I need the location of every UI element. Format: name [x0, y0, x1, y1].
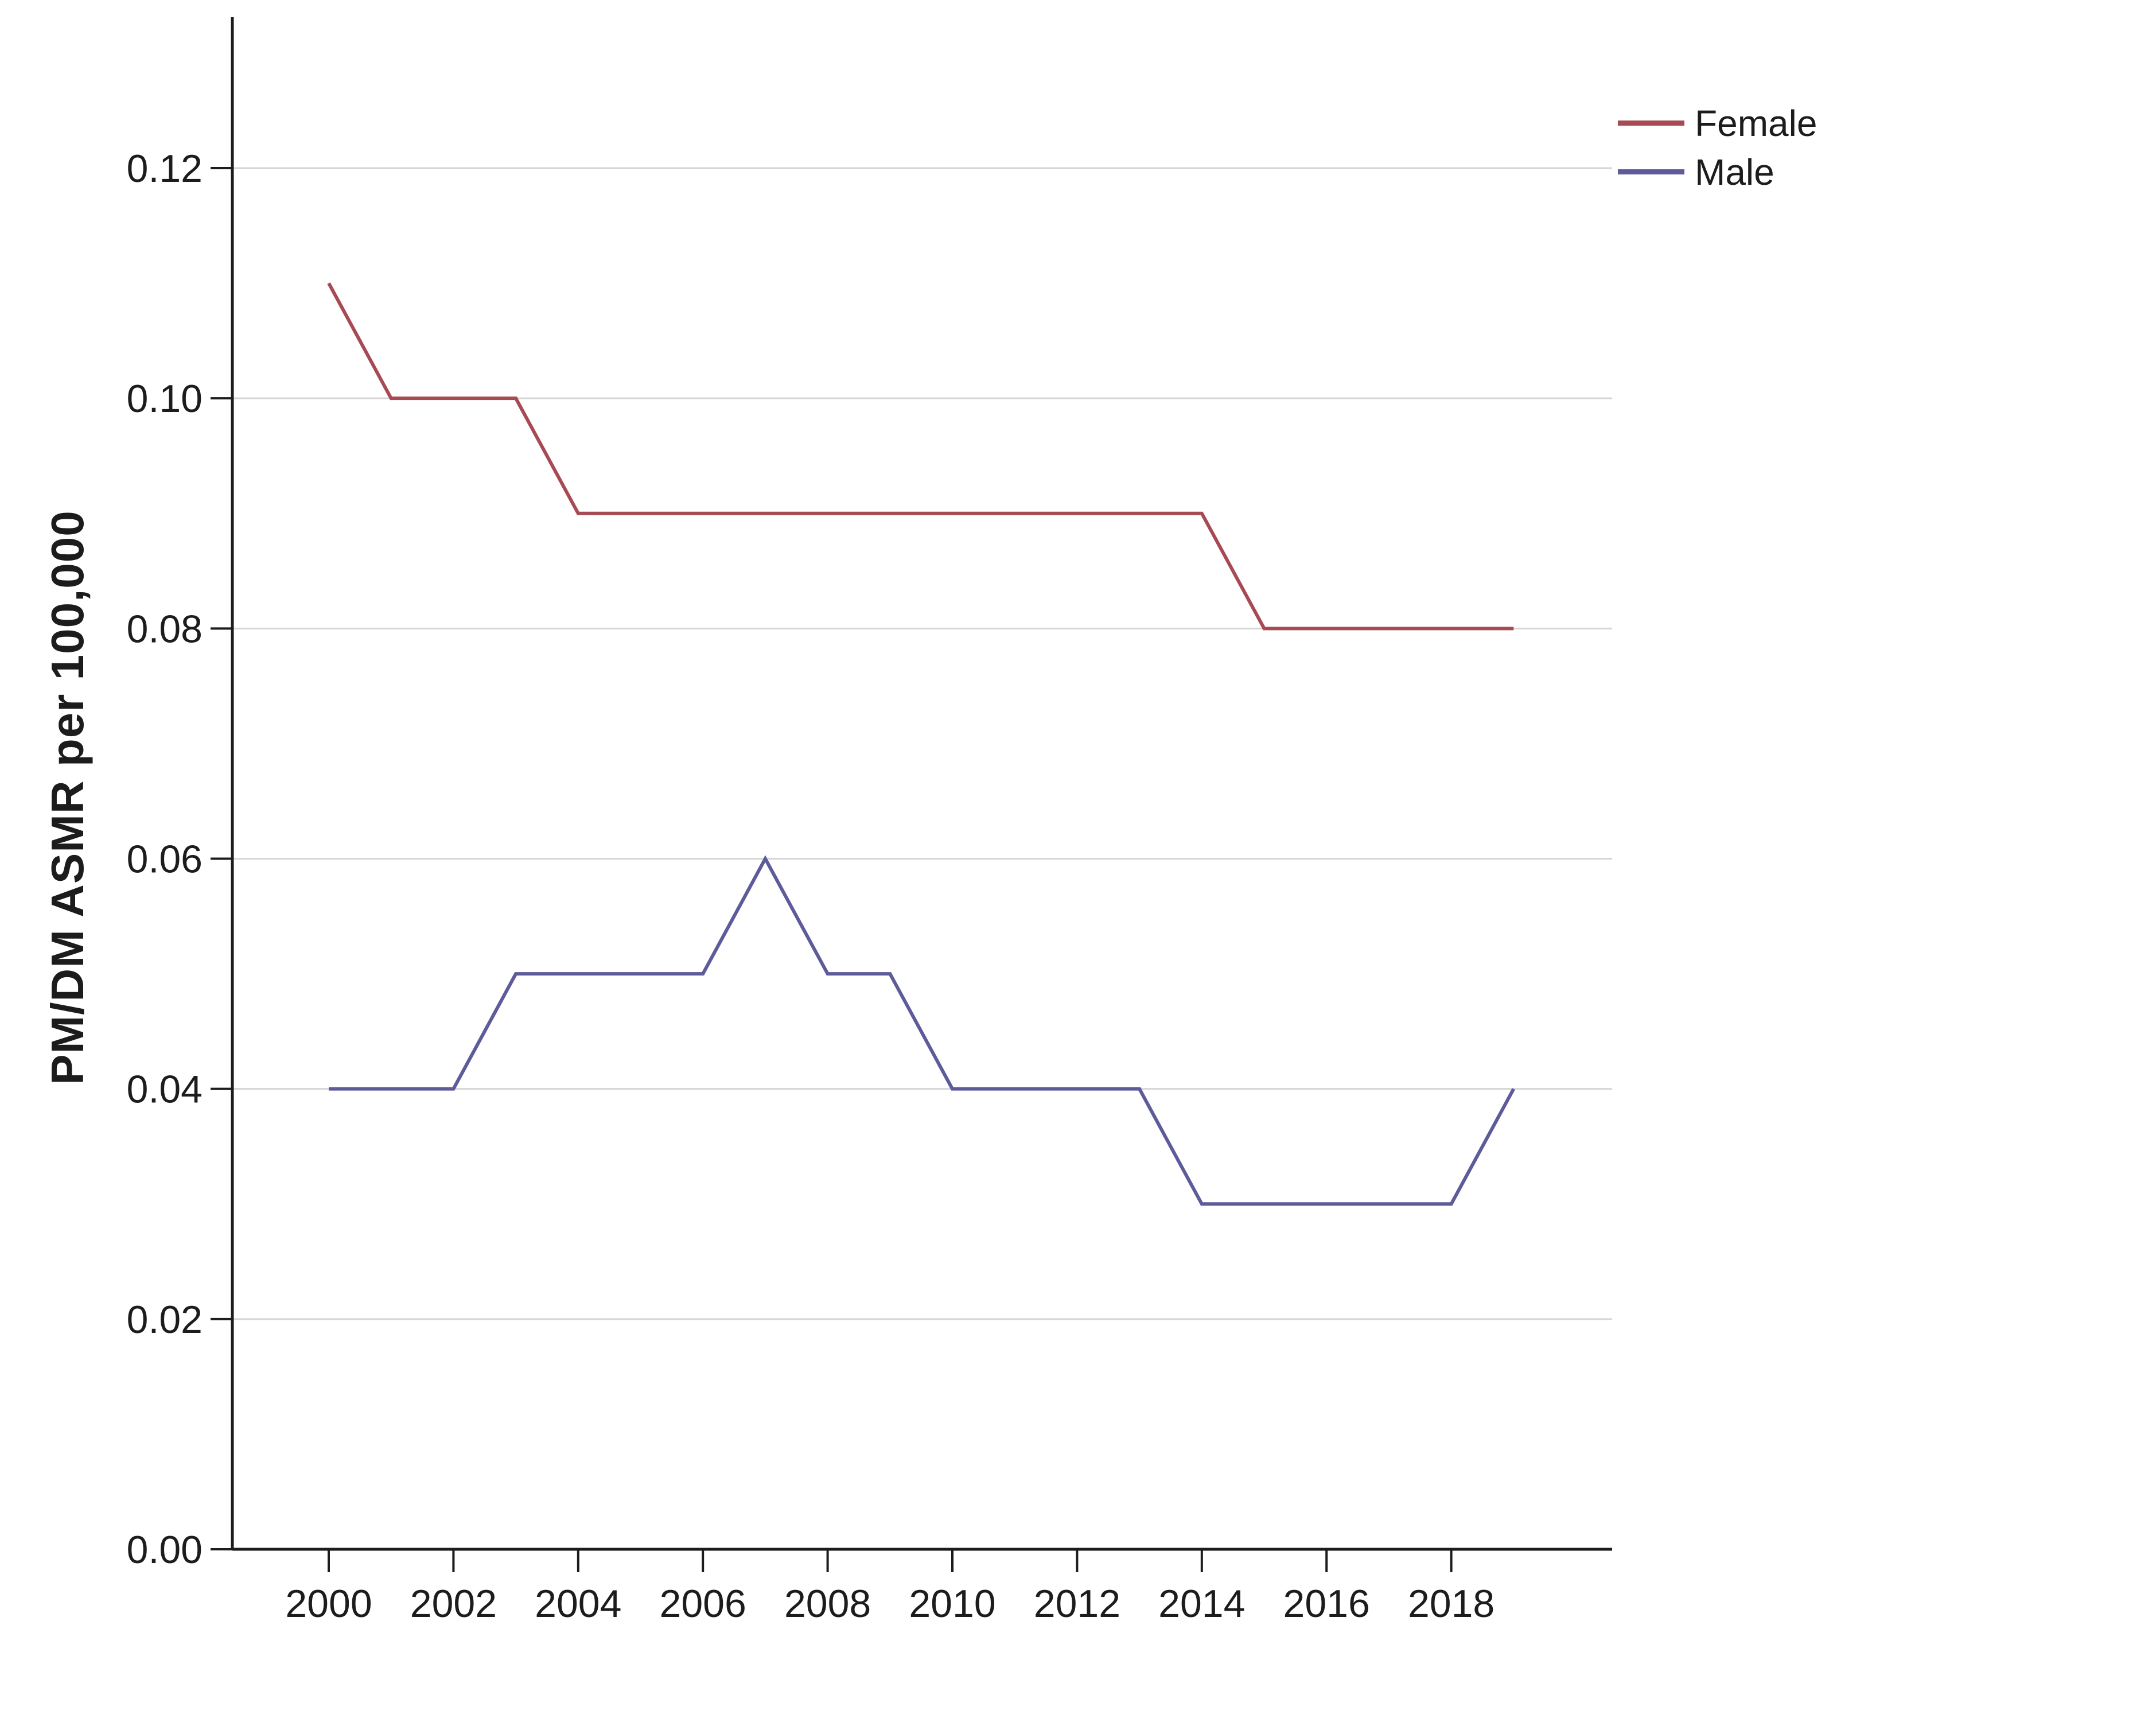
series-line-male	[329, 855, 1515, 1206]
x-tick-label: 2012	[1034, 1582, 1120, 1626]
x-tick-label: 2014	[1158, 1582, 1245, 1626]
x-tick-label: 2010	[909, 1582, 995, 1626]
x-tick-label: 2016	[1283, 1582, 1370, 1626]
legend-label-male: Male	[1695, 151, 1774, 193]
x-tick-label: 2006	[660, 1582, 746, 1626]
y-tick-label: 0.10	[127, 377, 203, 421]
x-tick-label: 2002	[410, 1582, 497, 1626]
y-tick-label: 0.02	[127, 1298, 203, 1342]
legend: Female Male	[1618, 99, 1817, 196]
x-tick-label: 2008	[784, 1582, 871, 1626]
x-tick-label: 2004	[535, 1582, 621, 1626]
y-tick-label: 0.08	[127, 607, 203, 651]
y-tick-label: 0.06	[127, 837, 203, 881]
legend-label-female: Female	[1695, 102, 1818, 144]
legend-swatch-female	[1618, 120, 1684, 126]
x-tick-label: 2018	[1408, 1582, 1495, 1626]
y-tick-label: 0.04	[127, 1068, 203, 1111]
legend-item-female: Female	[1618, 99, 1817, 147]
y-tick-label: 0.12	[127, 147, 203, 191]
x-tick-label: 2000	[285, 1582, 372, 1626]
legend-swatch-male	[1618, 169, 1684, 174]
y-tick-label: 0.00	[127, 1528, 203, 1572]
legend-item-male: Male	[1618, 147, 1817, 196]
series-line-female	[327, 282, 1514, 631]
